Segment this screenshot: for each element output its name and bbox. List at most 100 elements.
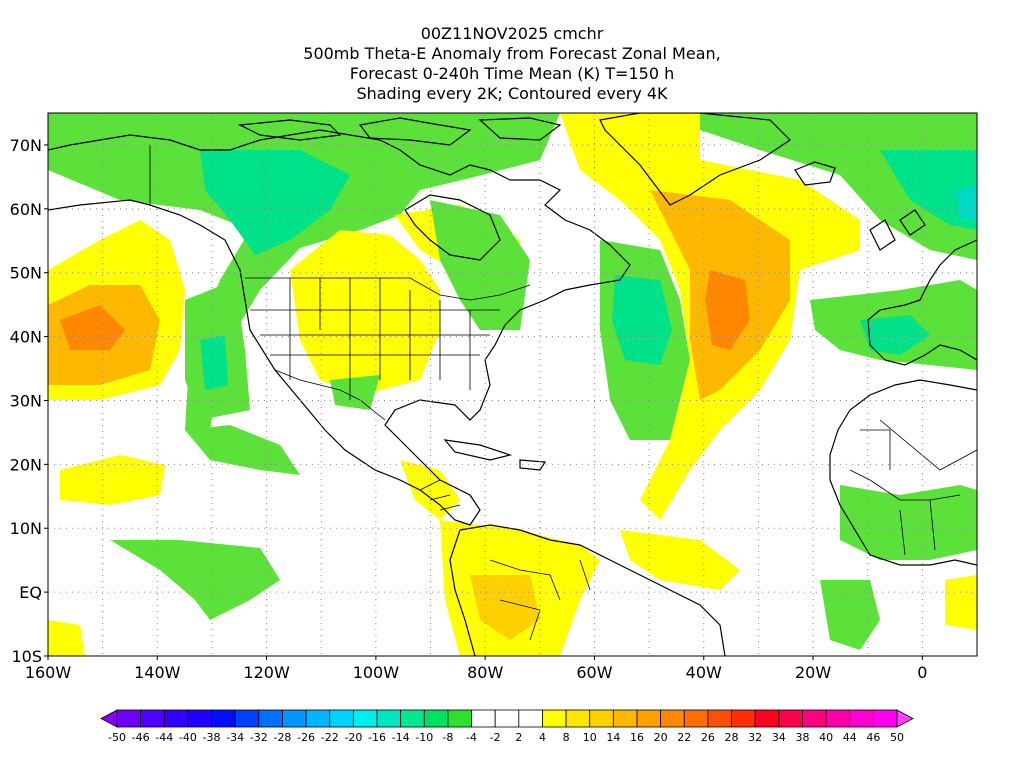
colorbar-label: -28	[273, 731, 291, 744]
shade-teal-alaska	[200, 150, 350, 255]
colorbar-swatch	[352, 709, 378, 728]
colorbar-label: 26	[701, 731, 715, 744]
colorbar-label: 2	[515, 731, 522, 744]
colorbar-label: -46	[132, 731, 150, 744]
colorbar-swatch	[778, 709, 803, 728]
colorbar-arrow-high	[896, 709, 914, 728]
colorbar-label: -38	[203, 731, 221, 744]
colorbar-label: 10	[583, 731, 597, 744]
shade-orange-southamerica	[470, 575, 540, 640]
colorbar-label: 16	[630, 731, 644, 744]
colorbar-swatch	[376, 709, 402, 728]
colorbar-swatch	[163, 709, 189, 728]
colorbar-swatch	[589, 709, 614, 728]
coastline-europe	[867, 209, 977, 366]
colorbar-swatch	[282, 709, 307, 728]
title-line-3: Forecast 0-240h Time Mean (K) T=150 h	[349, 64, 675, 83]
colorbar-label: -2	[490, 731, 501, 744]
colorbar-swatch	[802, 709, 827, 728]
longitude-tick-labels: 160W 140W 120W 100W 80W 60W 40W 20W 0	[25, 663, 928, 682]
colorbar-label: 28	[725, 731, 739, 744]
colorbar-swatch	[754, 709, 780, 728]
colorbar-label: -32	[250, 731, 268, 744]
border-us-states	[250, 278, 500, 400]
border-us-mexico	[274, 369, 386, 421]
colorbar-label: -22	[321, 731, 339, 744]
colorbar-label: -26	[297, 731, 315, 744]
colorbar-label: 46	[866, 731, 880, 744]
colorbar-swatch	[329, 709, 354, 728]
border-central-america	[419, 479, 461, 511]
lon-tick-label: 80W	[467, 663, 503, 682]
colorbar-swatch	[305, 709, 331, 728]
border-africa	[849, 419, 977, 556]
coastline-caribbean	[443, 439, 547, 471]
border-canada-us	[245, 277, 531, 301]
map-frame	[47, 112, 978, 657]
colorbar-label: -40	[179, 731, 197, 744]
shade-green-africa	[840, 485, 977, 560]
coastline-iceland	[794, 161, 836, 186]
colorbar-swatch	[447, 709, 472, 728]
shade-green-greatlakes	[430, 200, 530, 330]
lon-tick-label: 40W	[686, 663, 722, 682]
shade-yellow-tropics-west	[60, 455, 165, 505]
shade-teal-greenland	[880, 150, 977, 230]
colorbar-label: 8	[563, 731, 570, 744]
shade-cyan-greenland	[955, 185, 977, 220]
colorbar-swatch	[849, 709, 874, 728]
colorbar-swatch	[707, 709, 732, 728]
coastline-arctic-islands	[237, 117, 562, 146]
shade-darkorange-pacific	[60, 305, 125, 350]
colorbar-swatch	[872, 709, 898, 728]
colorbar-swatch	[423, 709, 449, 728]
title-line-2: 500mb Theta-E Anomaly from Forecast Zona…	[303, 44, 721, 63]
political-borders	[149, 145, 977, 641]
colorbar-swatch	[731, 709, 756, 728]
latitude-tick-labels: 70N 60N 50N 40N 30N 20N 10N EQ 10S	[10, 136, 42, 666]
coastline-greenland	[599, 113, 791, 206]
colorbar-swatch	[400, 709, 425, 728]
colorbar-label: -4	[466, 731, 477, 744]
shade-yellow-easttropics	[620, 530, 740, 590]
lat-lon-grid	[48, 113, 977, 656]
colorbar-swatch	[234, 709, 260, 728]
title-line-4: Shading every 2K; Contoured every 4K	[356, 84, 668, 103]
lon-tick-label: 0	[917, 663, 927, 682]
lat-tick-label: 20N	[10, 455, 42, 474]
colorbar-arrow-low	[100, 709, 118, 728]
colorbar-swatch	[660, 709, 685, 728]
lon-tick-label: 60W	[576, 663, 612, 682]
colorbar-label: 14	[606, 731, 620, 744]
coastline-hudson-bay	[404, 194, 501, 261]
colorbar-label: 40	[819, 731, 833, 744]
shade-green-eastpacific	[185, 425, 300, 475]
colorbar-swatch	[140, 709, 165, 728]
lat-tick-label: EQ	[19, 583, 42, 602]
colorbar-swatch	[494, 709, 520, 728]
lat-tick-label: 40N	[10, 328, 42, 347]
colorbar-label: 38	[795, 731, 809, 744]
lon-tick-label: 140W	[134, 663, 181, 682]
shade-yellow-southwest	[48, 620, 85, 656]
lat-tick-label: 70N	[10, 136, 42, 155]
lat-tick-label: 50N	[10, 264, 42, 283]
lat-tick-label: 60N	[10, 200, 42, 219]
colorbar-label: 22	[677, 731, 691, 744]
colorbar-label: -44	[155, 731, 173, 744]
lat-tick-label: 30N	[10, 391, 42, 410]
shade-green-greenland	[700, 113, 977, 260]
shade-yellow-centralamerica	[400, 460, 460, 520]
shade-green-gulf	[330, 375, 380, 410]
colorbar-swatch	[612, 709, 638, 728]
lat-tick-label: 10N	[10, 519, 42, 538]
colorbar-label: 50	[890, 731, 904, 744]
colorbar-label: -14	[392, 731, 410, 744]
colorbar-swatch	[187, 709, 212, 728]
shade-darkorange-atlantic	[705, 270, 750, 350]
lon-tick-label: 100W	[353, 663, 400, 682]
colorbar-label: -8	[442, 731, 453, 744]
colorbar-labels: -50 -46 -44 -40 -38 -34 -32 -28 -26 -22 -20 -16 -14-…	[108, 731, 904, 744]
title-line-1: 00Z11NOV2025 cmchr	[420, 24, 604, 43]
